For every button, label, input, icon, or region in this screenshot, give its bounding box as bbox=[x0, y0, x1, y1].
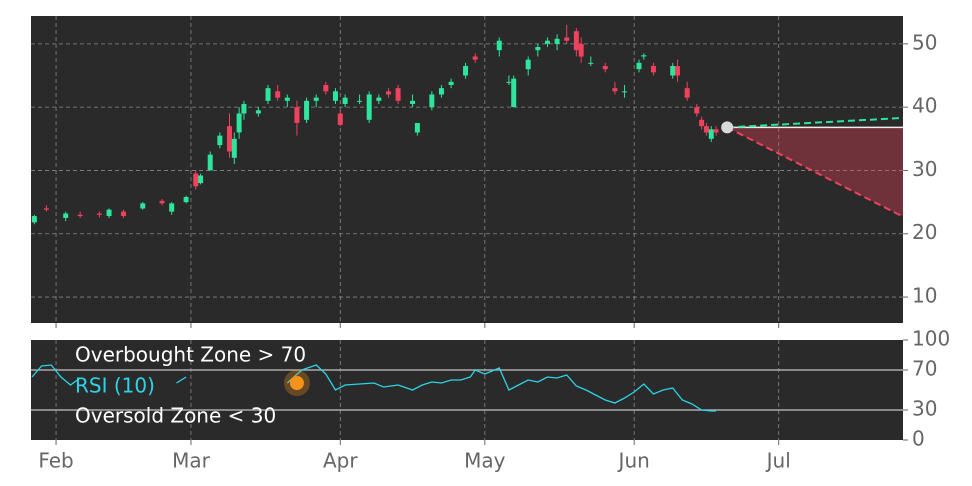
candle-body bbox=[159, 200, 165, 204]
plot-area bbox=[31, 340, 903, 440]
candle-body bbox=[670, 66, 676, 76]
x-tick-label: Jul bbox=[765, 449, 791, 473]
candle-body bbox=[231, 138, 237, 158]
zone-label: Oversold Zone < 30 bbox=[75, 404, 276, 428]
legend-label: RSI (10) bbox=[75, 374, 155, 398]
candle-body bbox=[226, 126, 232, 152]
candle-body bbox=[169, 203, 175, 212]
candle-body bbox=[506, 81, 512, 83]
candle-body bbox=[703, 126, 709, 133]
candle-body bbox=[535, 47, 541, 51]
candle-body bbox=[294, 107, 300, 123]
candle-body bbox=[241, 103, 247, 114]
y-tick-label: 30 bbox=[912, 397, 937, 421]
candle-body bbox=[313, 97, 319, 101]
x-tick-label: Apr bbox=[323, 449, 358, 473]
candle-body bbox=[636, 62, 642, 70]
candle-body bbox=[699, 119, 705, 127]
candle-body bbox=[429, 94, 435, 108]
candle-body bbox=[588, 62, 594, 64]
y-tick-label: 20 bbox=[912, 220, 937, 244]
candle-body bbox=[337, 113, 343, 125]
x-tick-label: Feb bbox=[38, 449, 73, 473]
candle-body bbox=[357, 100, 363, 102]
candle-body bbox=[578, 43, 584, 57]
candle-body bbox=[573, 31, 579, 51]
candle-body bbox=[140, 203, 146, 209]
candle-body bbox=[675, 66, 681, 76]
candle-body bbox=[198, 175, 204, 184]
candle-body bbox=[193, 173, 199, 187]
candle-body bbox=[448, 81, 454, 85]
candle-body bbox=[395, 88, 401, 101]
candle-body bbox=[612, 88, 618, 92]
x-tick-label: Mar bbox=[172, 449, 211, 473]
candle-body bbox=[332, 91, 338, 101]
y-tick-label: 30 bbox=[912, 157, 937, 181]
candle-body bbox=[463, 66, 469, 76]
y-tick-label: 100 bbox=[912, 327, 950, 351]
candle-body bbox=[183, 197, 189, 203]
candle-body bbox=[106, 209, 112, 217]
marker bbox=[289, 376, 304, 390]
candle-body bbox=[63, 213, 69, 218]
candle-body bbox=[472, 56, 478, 60]
candle-body bbox=[31, 216, 37, 223]
candle-body bbox=[323, 84, 329, 92]
candle-body bbox=[438, 88, 444, 95]
candle-body bbox=[684, 88, 690, 98]
candle-body bbox=[564, 37, 570, 41]
candle-body bbox=[641, 55, 647, 57]
x-tick-label: May bbox=[464, 449, 506, 473]
candle-body bbox=[544, 40, 550, 44]
candle-body bbox=[414, 122, 420, 133]
candle-body bbox=[265, 88, 271, 101]
candle-body bbox=[602, 66, 608, 70]
forecast-upper bbox=[727, 116, 904, 129]
candle-body bbox=[275, 91, 281, 98]
candle-body bbox=[342, 97, 348, 104]
candle-body bbox=[236, 113, 242, 133]
rsi-line bbox=[31, 364, 717, 412]
candle-body bbox=[284, 97, 290, 101]
candle-body bbox=[376, 97, 382, 101]
plot-area bbox=[31, 16, 903, 323]
candle-body bbox=[496, 40, 502, 51]
candle-body bbox=[410, 100, 416, 104]
candle-body bbox=[713, 129, 719, 133]
candle-body bbox=[708, 129, 714, 139]
zone-label: Overbought Zone > 70 bbox=[75, 343, 306, 367]
forecast-point bbox=[721, 121, 734, 134]
candle-body bbox=[304, 100, 310, 120]
candle-body bbox=[77, 214, 83, 217]
x-tick-label: Jun bbox=[617, 449, 650, 473]
candle-body bbox=[385, 91, 391, 95]
y-tick-label: 40 bbox=[912, 94, 937, 118]
candle-body bbox=[554, 38, 560, 44]
candle-body bbox=[525, 59, 531, 70]
candle-body bbox=[650, 66, 656, 73]
candle-body bbox=[217, 135, 223, 146]
y-tick-label: 10 bbox=[912, 284, 937, 308]
candle-body bbox=[694, 107, 700, 114]
y-tick-label: 70 bbox=[912, 357, 937, 381]
candle-body bbox=[43, 208, 49, 210]
candle-body bbox=[120, 211, 126, 217]
candle-body bbox=[511, 78, 517, 108]
candle-body bbox=[96, 213, 102, 215]
y-tick-label: 50 bbox=[912, 30, 937, 54]
candle-body bbox=[366, 94, 372, 120]
candle-body bbox=[207, 154, 213, 171]
candle-body bbox=[622, 91, 628, 93]
candle-body bbox=[255, 110, 261, 114]
y-tick-label: 0 bbox=[912, 427, 925, 451]
